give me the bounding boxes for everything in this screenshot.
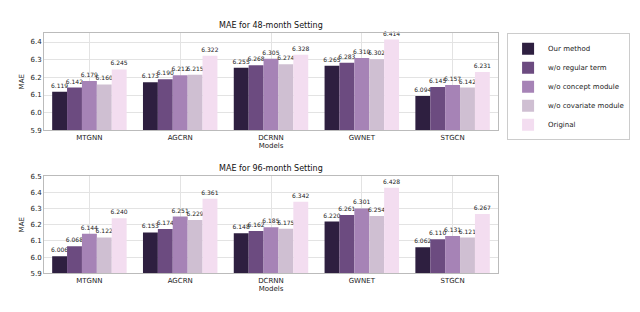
svg-text:6.144: 6.144 xyxy=(81,224,98,231)
svg-text:6.160: 6.160 xyxy=(96,74,113,81)
svg-text:6.268: 6.268 xyxy=(247,55,264,62)
svg-text:6.110: 6.110 xyxy=(429,229,446,236)
svg-text:6.142: 6.142 xyxy=(459,78,476,85)
svg-text:6.254: 6.254 xyxy=(368,206,385,213)
svg-text:6.229: 6.229 xyxy=(186,210,203,217)
svg-text:6.185: 6.185 xyxy=(262,217,279,224)
svg-text:Original: Original xyxy=(548,121,575,129)
svg-text:6.094: 6.094 xyxy=(414,86,431,93)
svg-text:6.274: 6.274 xyxy=(277,54,294,61)
svg-text:w/o regular term: w/o regular term xyxy=(548,64,607,72)
svg-text:6.0: 6.0 xyxy=(30,254,41,262)
svg-text:6.301: 6.301 xyxy=(353,198,370,205)
svg-text:AGCRN: AGCRN xyxy=(168,277,193,285)
svg-text:6.265: 6.265 xyxy=(323,56,340,63)
svg-text:6.5: 6.5 xyxy=(30,173,41,181)
svg-text:6.142: 6.142 xyxy=(66,78,83,85)
svg-text:6.305: 6.305 xyxy=(262,49,279,56)
svg-text:6.148: 6.148 xyxy=(233,223,250,230)
svg-text:w/o concept module: w/o concept module xyxy=(548,83,619,91)
svg-text:6.261: 6.261 xyxy=(338,205,355,212)
svg-text:6.006: 6.006 xyxy=(51,246,68,253)
svg-text:6.231: 6.231 xyxy=(474,62,491,69)
svg-text:Our method: Our method xyxy=(548,45,590,53)
svg-text:6.119: 6.119 xyxy=(51,82,68,89)
svg-text:6.145: 6.145 xyxy=(429,77,446,84)
svg-text:6.428: 6.428 xyxy=(383,178,400,185)
svg-text:6.068: 6.068 xyxy=(66,236,83,243)
svg-text:MAE for 96-month Setting: MAE for 96-month Setting xyxy=(219,164,323,173)
svg-text:Models: Models xyxy=(259,142,284,150)
svg-text:6.310: 6.310 xyxy=(353,48,370,55)
svg-text:MTGNN: MTGNN xyxy=(76,134,102,142)
svg-text:6.179: 6.179 xyxy=(81,71,98,78)
svg-text:6.122: 6.122 xyxy=(96,227,113,234)
svg-text:MAE: MAE xyxy=(19,217,27,232)
svg-text:w/o covariate module: w/o covariate module xyxy=(548,102,624,110)
svg-text:6.3: 6.3 xyxy=(30,56,41,64)
svg-text:AGCRN: AGCRN xyxy=(168,134,193,142)
svg-text:6.1: 6.1 xyxy=(30,91,41,99)
svg-text:6.4: 6.4 xyxy=(30,189,42,197)
svg-text:6.328: 6.328 xyxy=(292,45,309,52)
svg-text:6.240: 6.240 xyxy=(111,208,128,215)
svg-text:6.322: 6.322 xyxy=(201,46,218,53)
svg-text:STGCN: STGCN xyxy=(440,134,464,142)
svg-text:6.1: 6.1 xyxy=(30,237,41,245)
svg-text:6.245: 6.245 xyxy=(111,59,128,66)
svg-text:6.162: 6.162 xyxy=(247,221,264,228)
svg-text:6.0: 6.0 xyxy=(30,109,41,117)
svg-text:5.9: 5.9 xyxy=(30,127,41,135)
svg-text:6.175: 6.175 xyxy=(277,219,294,226)
svg-text:6.302: 6.302 xyxy=(368,49,385,56)
svg-text:DCRNN: DCRNN xyxy=(258,277,284,285)
svg-text:6.342: 6.342 xyxy=(292,192,309,199)
svg-text:6.174: 6.174 xyxy=(157,219,174,226)
svg-text:6.190: 6.190 xyxy=(157,69,174,76)
svg-text:6.121: 6.121 xyxy=(459,228,476,235)
svg-text:Models: Models xyxy=(259,285,284,293)
svg-text:DCRNN: DCRNN xyxy=(258,134,284,142)
svg-text:5.9: 5.9 xyxy=(30,270,41,278)
svg-text:6.251: 6.251 xyxy=(172,207,189,214)
svg-text:MAE: MAE xyxy=(19,74,27,89)
svg-text:GWNET: GWNET xyxy=(349,277,376,285)
svg-text:6.131: 6.131 xyxy=(444,226,461,233)
svg-text:6.215: 6.215 xyxy=(186,65,203,72)
svg-text:6.062: 6.062 xyxy=(414,237,431,244)
svg-text:6.157: 6.157 xyxy=(444,75,461,82)
svg-text:6.173: 6.173 xyxy=(142,72,159,79)
svg-text:6.220: 6.220 xyxy=(323,212,340,219)
svg-text:6.2: 6.2 xyxy=(30,74,41,82)
svg-text:6.212: 6.212 xyxy=(172,65,189,72)
svg-text:GWNET: GWNET xyxy=(349,134,376,142)
svg-text:6.267: 6.267 xyxy=(474,204,491,211)
svg-text:6.414: 6.414 xyxy=(383,30,400,37)
svg-text:STGCN: STGCN xyxy=(440,277,464,285)
svg-text:6.283: 6.283 xyxy=(338,53,355,60)
svg-text:6.361: 6.361 xyxy=(201,189,218,196)
svg-text:6.3: 6.3 xyxy=(30,205,41,213)
svg-text:6.2: 6.2 xyxy=(30,221,41,229)
svg-text:6.4: 6.4 xyxy=(30,38,42,46)
svg-text:MTGNN: MTGNN xyxy=(76,277,102,285)
svg-text:6.153: 6.153 xyxy=(142,222,159,229)
svg-text:6.255: 6.255 xyxy=(233,58,250,65)
svg-text:MAE for 48-month Setting: MAE for 48-month Setting xyxy=(219,21,323,30)
